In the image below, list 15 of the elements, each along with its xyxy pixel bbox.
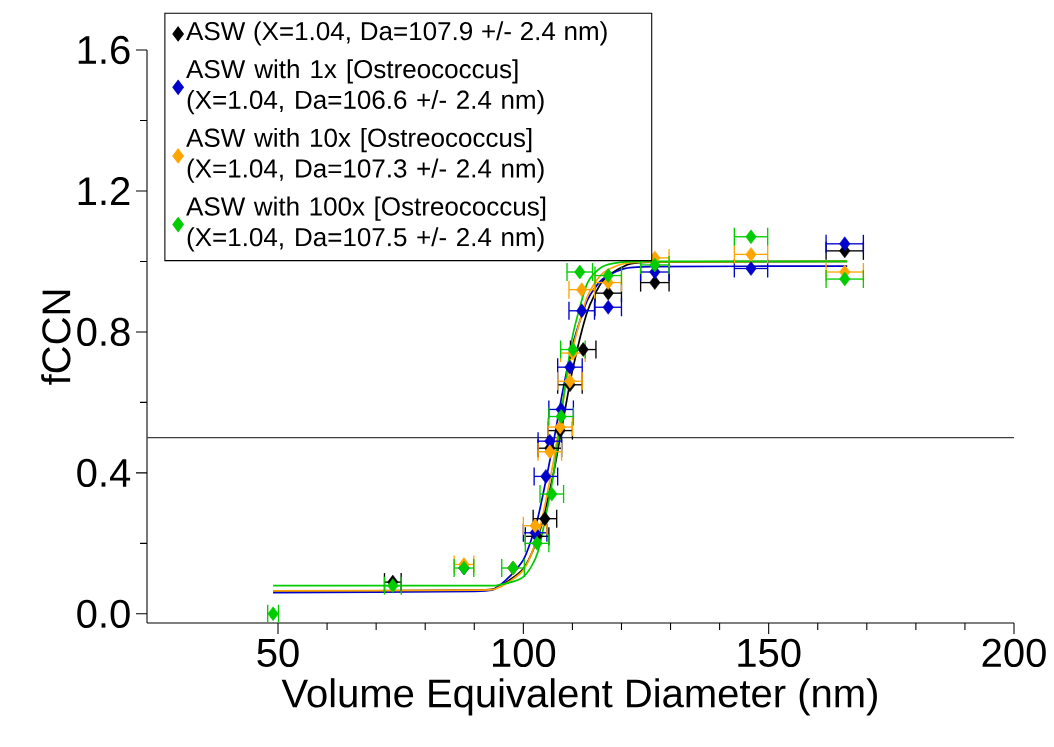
y-tick-label: 0.8: [77, 317, 130, 347]
y-tick-label: 0.4: [77, 458, 131, 488]
x-tick-label: 50: [257, 638, 299, 668]
y-tick-label: 0.0: [77, 599, 130, 629]
x-tick-label: 200: [982, 638, 1046, 668]
x-tick-label: 100: [493, 638, 556, 668]
x-tick-label: 150: [738, 638, 801, 668]
y-tick-label: 1.2: [78, 176, 130, 205]
y-axis-title: fCCN: [41, 290, 71, 385]
legend-label: ASW with 100x [Ostreococcus] (X=1.04, Da=107.5 +/- 2.4 nm): [186, 196, 546, 252]
legend-label: ASW with 1x [Ostreococcus] (X=1.04, Da=106.6 +/- 2.4 nm): [186, 59, 544, 115]
y-tick-label: 1.6: [78, 35, 130, 65]
legend-label: ASW (X=1.04, Da=107.9 +/- 2.4 nm): [186, 21, 607, 46]
legend-label: ASW with 10x [Ostreococcus] (X=1.04, Da=107.3 +/- 2.4 nm): [186, 127, 544, 183]
x-axis-title: Volume Equivalent Diameter (nm): [281, 678, 877, 716]
